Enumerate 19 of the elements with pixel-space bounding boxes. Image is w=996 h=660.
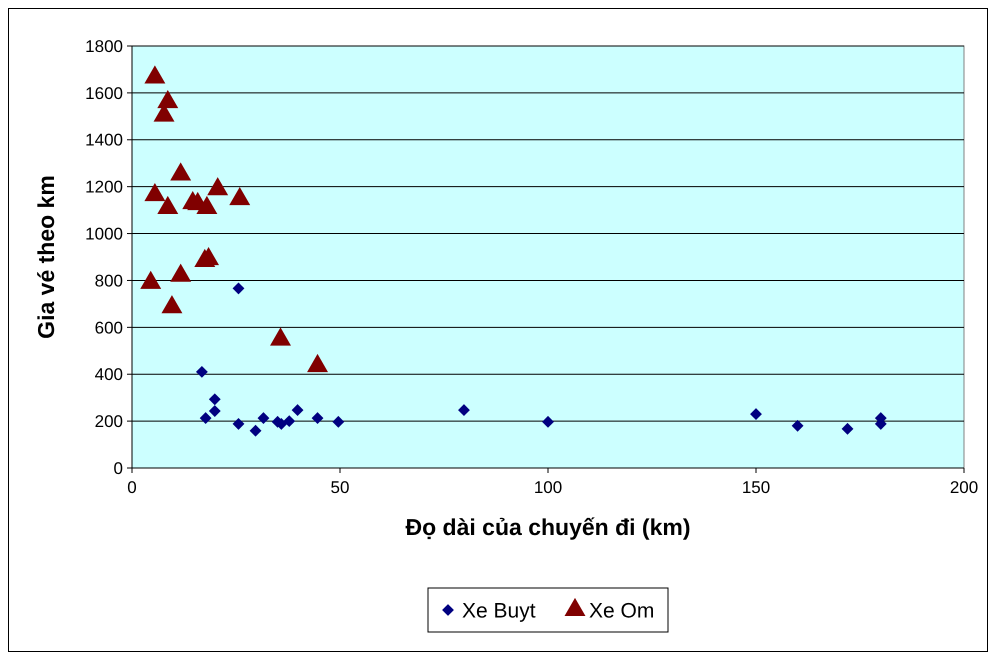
y-tick-label: 1200	[85, 178, 123, 197]
x-tick-label: 50	[330, 478, 350, 497]
y-tick-label: 1000	[85, 224, 123, 244]
y-tick-label: 1600	[85, 84, 123, 103]
x-tick-label: 150	[742, 478, 770, 497]
y-tick-label: 600	[94, 318, 123, 338]
y-tick-label: 1800	[85, 36, 123, 56]
x-tick-label: 200	[950, 478, 978, 497]
x-tick-label: 0	[127, 478, 137, 497]
y-axis-title: Gia vé theo km	[33, 175, 59, 339]
y-tick-label: 1400	[85, 130, 123, 150]
y-tick-label: 0	[114, 458, 123, 478]
legend-label: Xe Buyt	[462, 599, 536, 622]
y-tick-label: 800	[94, 271, 123, 290]
y-tick-label: 200	[94, 412, 123, 432]
y-tick-label: 400	[94, 365, 123, 384]
x-tick-label: 100	[534, 478, 562, 497]
x-axis-title: Đọ dài của chuyến đi (km)	[406, 514, 690, 540]
legend-label: Xe Om	[589, 599, 654, 622]
